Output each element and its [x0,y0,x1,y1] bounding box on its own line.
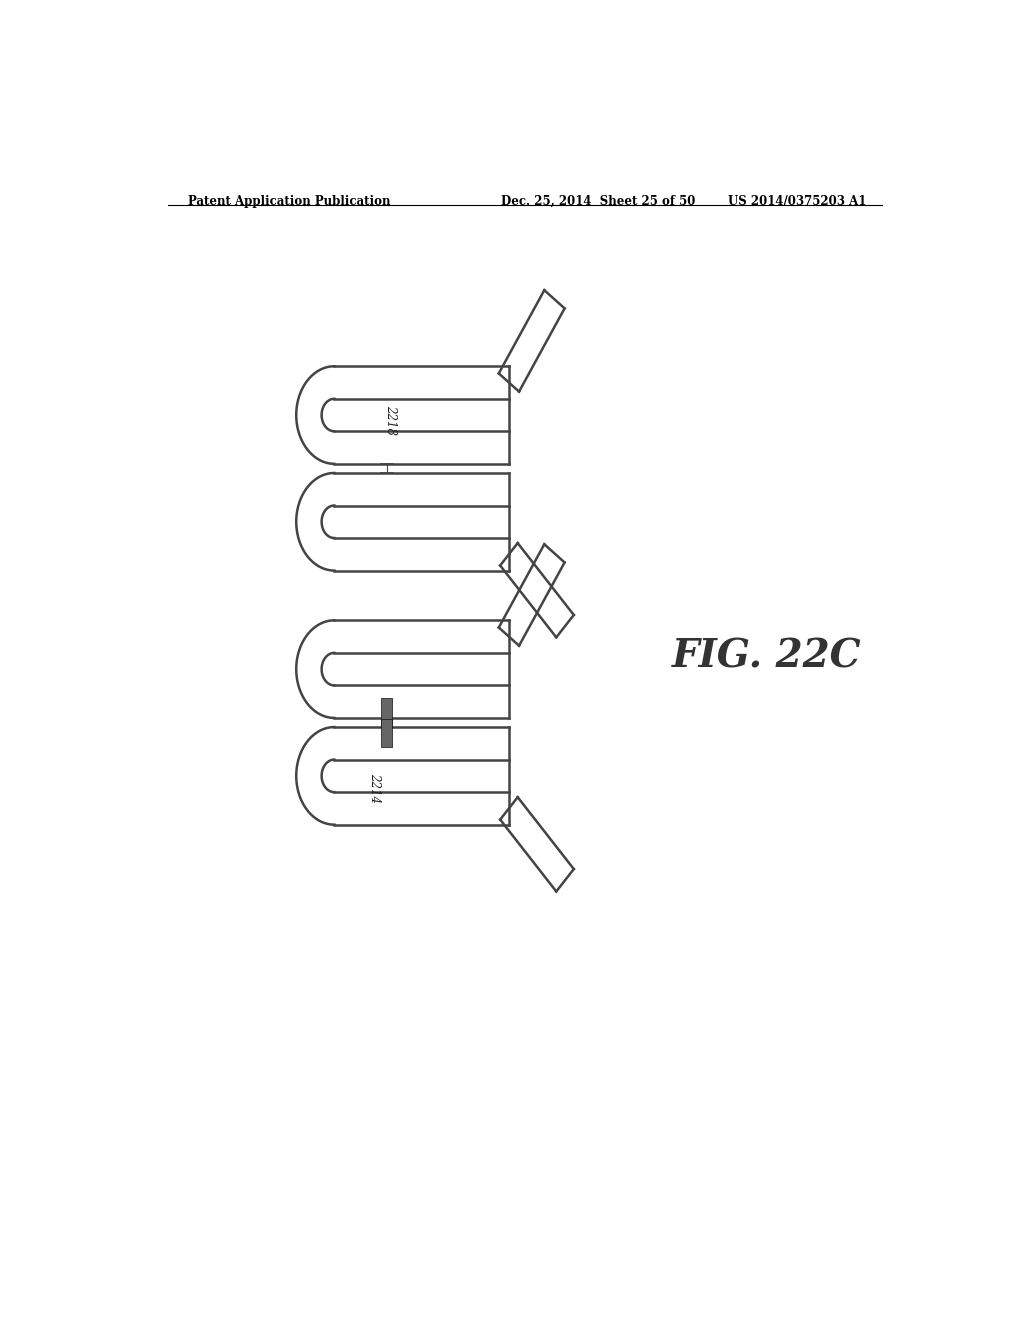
Text: US 2014/0375203 A1: US 2014/0375203 A1 [728,195,866,209]
Text: Dec. 25, 2014  Sheet 25 of 50: Dec. 25, 2014 Sheet 25 of 50 [501,195,695,209]
Text: Patent Application Publication: Patent Application Publication [187,195,390,209]
Text: FIG. 22C: FIG. 22C [672,638,861,676]
Bar [381,718,392,747]
Bar [381,698,392,727]
Text: 2218: 2218 [384,405,397,436]
Text: 2214: 2214 [369,772,381,803]
